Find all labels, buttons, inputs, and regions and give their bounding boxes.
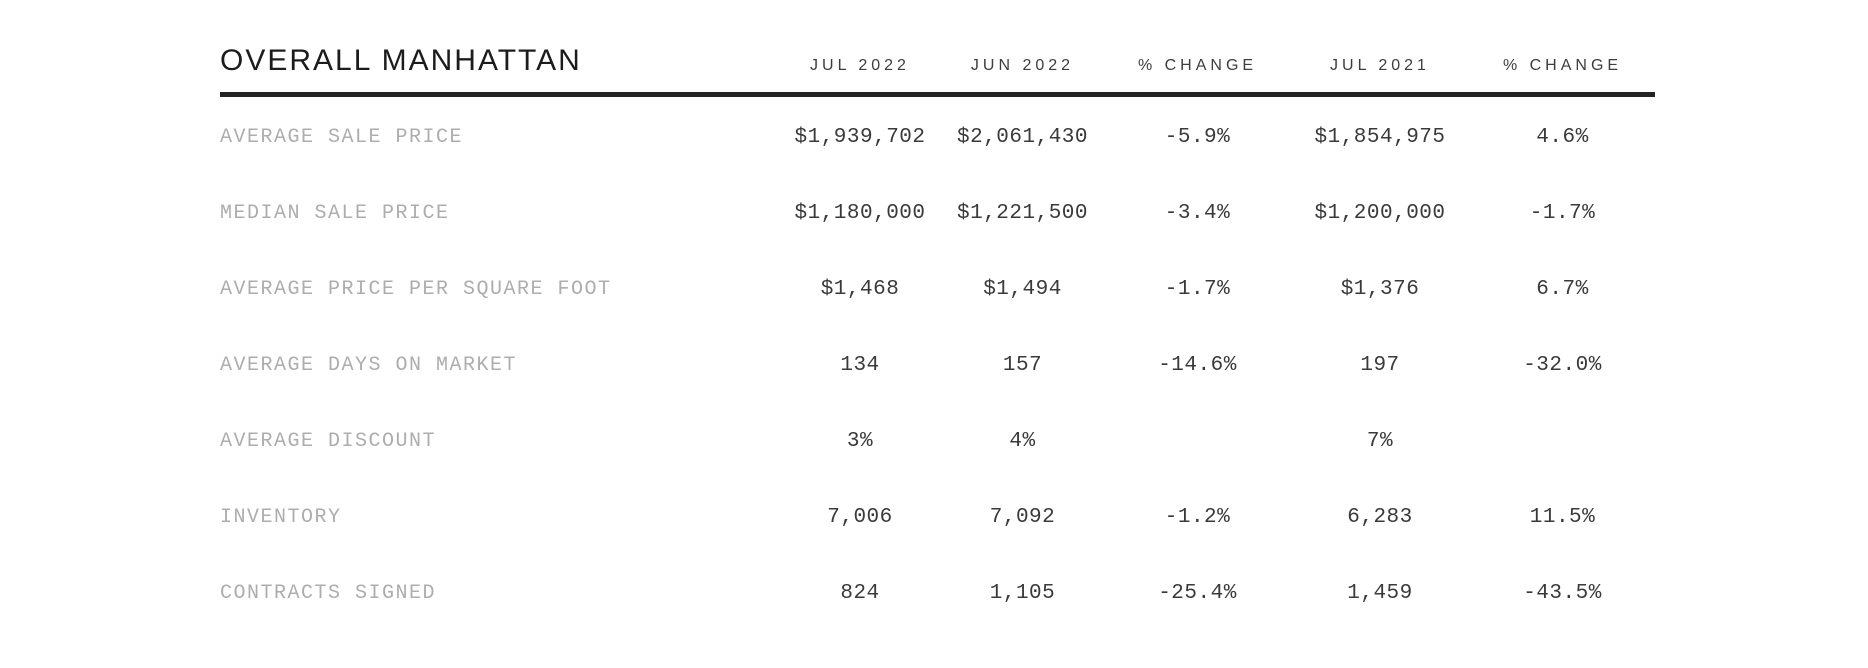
table-row: AVERAGE SALE PRICE $1,939,702 $2,061,430… [220, 99, 1655, 175]
cell-value: $1,200,000 [1314, 201, 1446, 225]
cell-value: -25.4% [1158, 581, 1237, 605]
table-title: OVERALL MANHATTAN [220, 44, 582, 77]
cell-value: 4.6% [1536, 125, 1589, 149]
cell-value: $1,939,702 [794, 125, 926, 149]
cell-value: -1.7% [1529, 201, 1596, 225]
table-header-row: OVERALL MANHATTAN JUL 2022 JUN 2022 % CH… [220, 44, 1655, 97]
cell-value: $1,376 [1340, 277, 1420, 301]
cell-value: 197 [1360, 353, 1400, 377]
column-header-jul-2022: JUL 2022 [810, 57, 910, 74]
cell-value: 4% [1009, 429, 1036, 453]
cell-value: 7,006 [827, 505, 893, 529]
row-label: CONTRACTS SIGNED [220, 581, 437, 605]
cell-value: $1,221,500 [956, 201, 1089, 225]
column-header-pct-change-yoy: % CHANGE [1502, 57, 1623, 74]
cell-value: -32.0% [1523, 353, 1602, 377]
cell-value: 1,105 [989, 581, 1056, 605]
row-label: AVERAGE SALE PRICE [220, 125, 464, 149]
column-header-jun-2022: JUN 2022 [970, 57, 1075, 74]
cell-value: -1.2% [1164, 505, 1231, 529]
cell-value: 7% [1366, 429, 1394, 453]
cell-value: $2,061,430 [956, 125, 1089, 149]
cell-value: 157 [1002, 353, 1043, 377]
column-header-jul-2021: JUL 2021 [1330, 57, 1430, 74]
cell-value: 134 [840, 353, 880, 377]
row-label: AVERAGE PRICE PER SQUARE FOOT [220, 277, 612, 301]
cell-value: 6.7% [1536, 277, 1589, 301]
table-row: AVERAGE DISCOUNT 3% 4% 7% [220, 403, 1655, 479]
cell-value: -14.6% [1158, 353, 1237, 377]
table-row: CONTRACTS SIGNED 824 1,105 -25.4% 1,459 … [220, 555, 1655, 631]
cell-value: -43.5% [1523, 581, 1602, 605]
cell-value: 6,283 [1347, 505, 1413, 529]
cell-value: $1,494 [983, 277, 1062, 301]
cell-value: $1,468 [820, 277, 900, 301]
table-row: MEDIAN SALE PRICE $1,180,000 $1,221,500 … [220, 175, 1655, 251]
table-row: AVERAGE PRICE PER SQUARE FOOT $1,468 $1,… [220, 251, 1655, 327]
cell-value: -5.9% [1164, 125, 1231, 149]
cell-value: 7,092 [989, 505, 1056, 529]
cell-value: 824 [840, 581, 880, 605]
cell-value: 11.5% [1529, 505, 1596, 529]
row-label: MEDIAN SALE PRICE [220, 201, 450, 225]
cell-value: 3% [846, 429, 874, 453]
cell-value: 1,459 [1347, 581, 1413, 605]
row-label: INVENTORY [220, 505, 342, 529]
cell-value: $1,854,975 [1314, 125, 1446, 149]
cell-value: -1.7% [1164, 277, 1231, 301]
table-row: INVENTORY 7,006 7,092 -1.2% 6,283 11.5% [220, 479, 1655, 555]
cell-value: -3.4% [1164, 201, 1231, 225]
row-label: AVERAGE DAYS ON MARKET [220, 353, 518, 377]
table-row: AVERAGE DAYS ON MARKET 134 157 -14.6% 19… [220, 327, 1655, 403]
column-header-pct-change-mom: % CHANGE [1137, 57, 1258, 74]
market-stats-table: OVERALL MANHATTAN JUL 2022 JUN 2022 % CH… [220, 44, 1655, 631]
cell-value: $1,180,000 [794, 201, 926, 225]
table-body: AVERAGE SALE PRICE $1,939,702 $2,061,430… [220, 99, 1655, 631]
row-label: AVERAGE DISCOUNT [220, 429, 437, 453]
